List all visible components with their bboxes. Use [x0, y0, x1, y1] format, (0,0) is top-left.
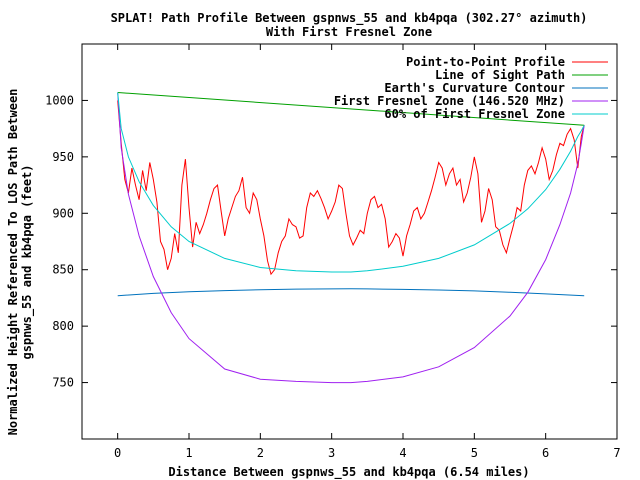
- series-line-4: [117, 92, 585, 273]
- chart-title-line1: SPLAT! Path Profile Between gspnws_55 an…: [111, 11, 588, 26]
- chart-title-line2: With First Fresnel Zone: [266, 25, 432, 39]
- legend-label-3: First Fresnel Zone (146.520 MHz): [334, 94, 565, 108]
- series-line-3: [117, 92, 585, 384]
- series-line-0: [117, 100, 585, 276]
- x-axis-label: Distance Between gspnws_55 and kb4pqa (6…: [168, 465, 529, 480]
- x-tick-label: 1: [185, 446, 192, 460]
- y-tick-label: 950: [52, 150, 74, 164]
- y-tick-label: 800: [52, 319, 74, 333]
- y-tick-label: 1000: [45, 93, 74, 107]
- y-tick-label: 750: [52, 376, 74, 390]
- x-tick-label: 3: [328, 446, 335, 460]
- series-lines: [117, 92, 585, 384]
- plot-area-border: [81, 43, 618, 440]
- series-line-1: [117, 92, 585, 126]
- y-tick-label: 850: [52, 263, 74, 277]
- y-axis-label: Normalized Height Referenced To LOS Path…: [6, 89, 35, 436]
- x-tick-label: 2: [257, 446, 264, 460]
- y-axis-label-line2: gspnws_55 and kb4pqa (feet): [20, 164, 35, 359]
- legend-label-2: Earth's Curvature Contour: [384, 81, 565, 95]
- x-tick-label: 5: [471, 446, 478, 460]
- y-tick-label: 900: [52, 206, 74, 220]
- x-tick-label: 0: [114, 446, 121, 460]
- x-tick-label: 7: [613, 446, 620, 460]
- x-tick-label: 6: [542, 446, 549, 460]
- legend-label-0: Point-to-Point Profile: [406, 55, 565, 69]
- x-tick-label: 4: [399, 446, 406, 460]
- legend-label-1: Line of Sight Path: [435, 68, 565, 82]
- series-line-2: [117, 288, 585, 297]
- legend-label-4: 60% of First Fresnel Zone: [384, 107, 565, 121]
- y-axis-label-line1: Normalized Height Referenced To LOS Path…: [6, 89, 20, 436]
- axis-ticks: 0 1 2 3 4 5 6 7 750 800 850 900 950 1000: [45, 44, 621, 460]
